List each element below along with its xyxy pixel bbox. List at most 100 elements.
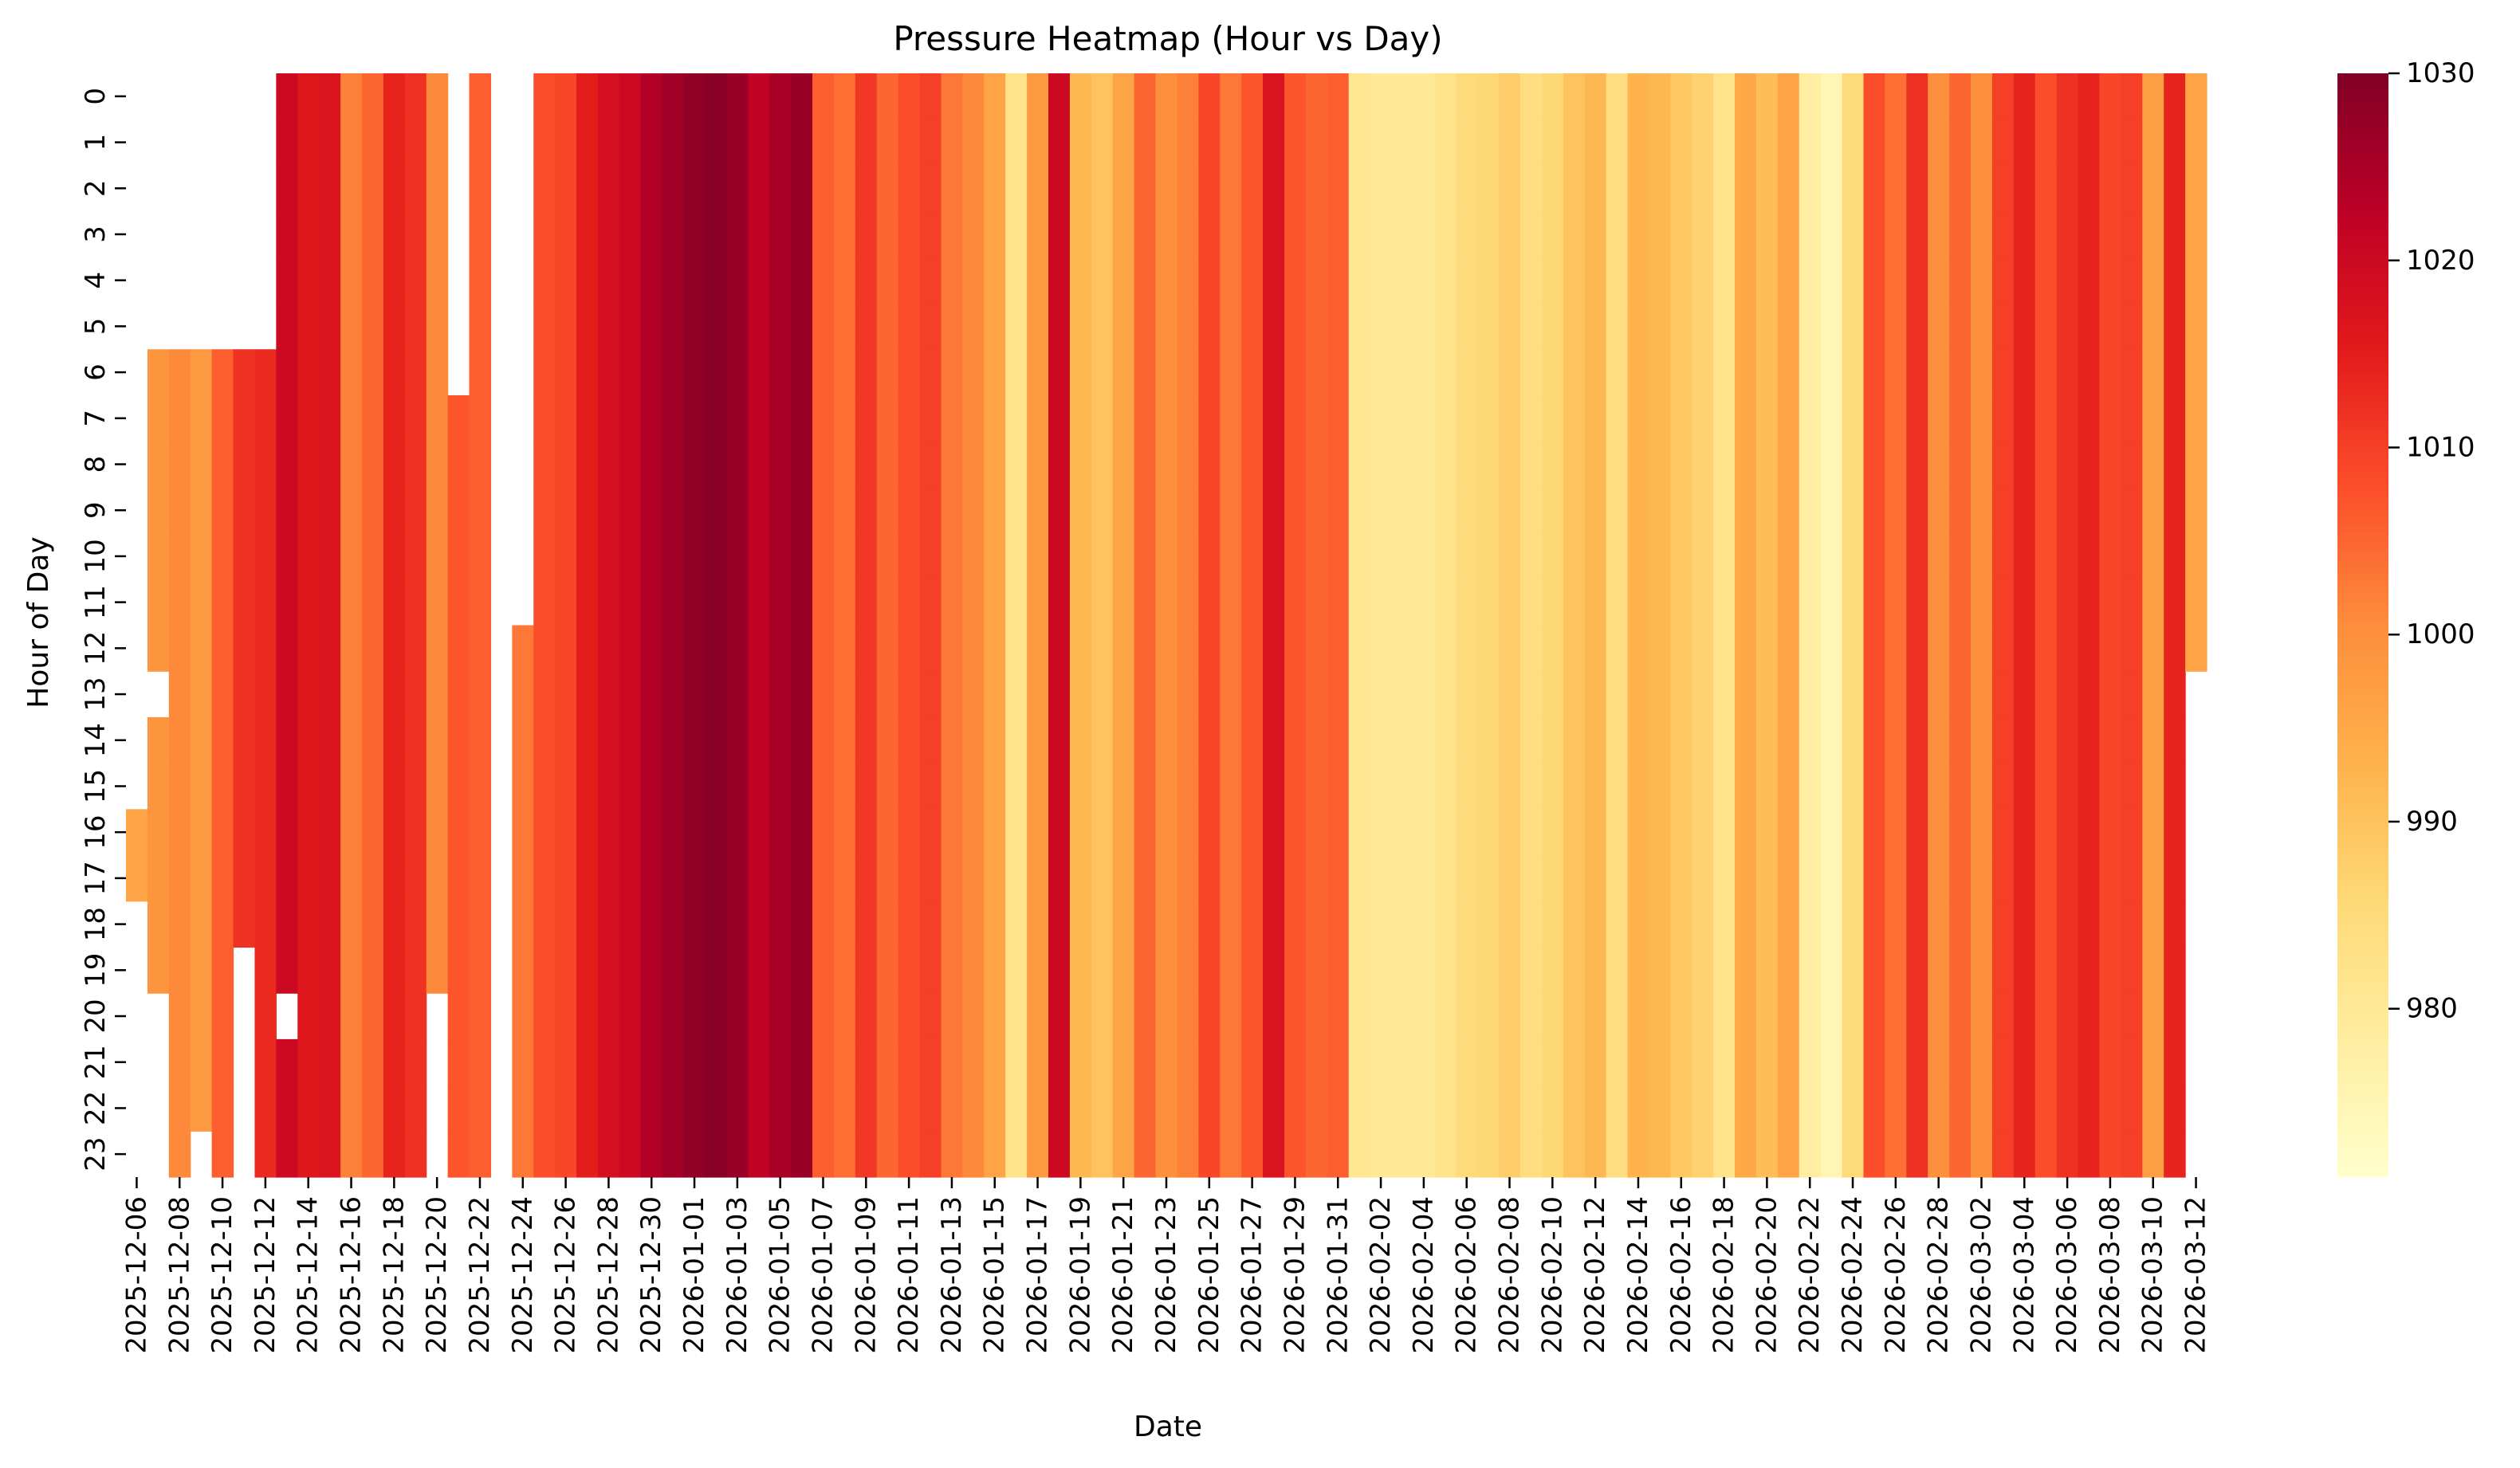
- heatmap-cell: [1649, 73, 1671, 120]
- heatmap-cell: [748, 625, 770, 672]
- heatmap-cell: [1584, 165, 1607, 212]
- heatmap-cell: [898, 671, 921, 718]
- heatmap-cell: [1885, 73, 1907, 120]
- heatmap-cell: [662, 257, 685, 304]
- heatmap-cell: [1606, 763, 1629, 810]
- heatmap-cell: [1949, 716, 1972, 764]
- heatmap-cell: [1820, 901, 1843, 948]
- heatmap-cell: [340, 73, 363, 120]
- heatmap-cell: [1519, 119, 1543, 167]
- heatmap-cell: [469, 671, 492, 718]
- heatmap-cell: [2142, 671, 2164, 718]
- heatmap-cell: [2078, 441, 2101, 488]
- heatmap-cell: [1842, 625, 1865, 672]
- heatmap-cell: [1820, 257, 1843, 304]
- heatmap-cell: [1370, 533, 1393, 580]
- heatmap-cell: [512, 809, 534, 856]
- heatmap-cell: [597, 1085, 620, 1132]
- heatmap-cell: [1991, 487, 2015, 534]
- y-tick-label: 16: [80, 815, 112, 850]
- heatmap-cell: [1541, 303, 1564, 350]
- heatmap-cell: [1949, 119, 1972, 167]
- heatmap-cell: [1456, 763, 1478, 810]
- heatmap-cell: [1413, 1085, 1435, 1132]
- heatmap-cell: [1048, 625, 1071, 672]
- heatmap-cell: [984, 1038, 1006, 1086]
- heatmap-cell: [2078, 855, 2101, 902]
- heatmap-cell: [2142, 855, 2164, 902]
- heatmap-cell: [769, 303, 792, 350]
- heatmap-cell: [1155, 763, 1178, 810]
- heatmap-cell: [791, 487, 813, 534]
- heatmap-cell: [469, 441, 492, 488]
- heatmap-cell: [233, 855, 256, 902]
- heatmap-cell: [1027, 349, 1049, 396]
- y-axis-label: Hour of Day: [22, 536, 55, 708]
- heatmap-cell: [748, 73, 770, 120]
- heatmap-cell: [1777, 716, 1800, 764]
- heatmap-cell: [855, 763, 878, 810]
- heatmap-cell: [1370, 579, 1393, 626]
- heatmap-cell: [876, 1085, 899, 1132]
- heatmap-cell: [1177, 119, 1199, 167]
- heatmap-cell: [1391, 763, 1414, 810]
- heatmap-cell: [1241, 947, 1264, 994]
- heatmap-cell: [426, 165, 449, 212]
- heatmap-cell: [1928, 394, 1950, 442]
- heatmap-cell: [1971, 73, 1993, 120]
- heatmap-cell: [1649, 809, 1671, 856]
- heatmap-cell: [1863, 625, 1885, 672]
- heatmap-cell: [1305, 73, 1328, 120]
- heatmap-cell: [533, 671, 556, 718]
- heatmap-cell: [1606, 947, 1629, 994]
- heatmap-cell: [1885, 1038, 1907, 1086]
- heatmap-cell: [211, 349, 234, 396]
- heatmap-cell: [597, 671, 620, 718]
- heatmap-cell: [1713, 119, 1736, 167]
- heatmap-cell: [705, 993, 727, 1040]
- heatmap-cell: [1971, 855, 1993, 902]
- heatmap-cell: [1584, 763, 1607, 810]
- heatmap-cell: [1198, 947, 1221, 994]
- heatmap-cell: [1391, 947, 1414, 994]
- heatmap-cell: [705, 671, 727, 718]
- heatmap-cell: [662, 625, 685, 672]
- heatmap-cell: [2164, 533, 2186, 580]
- x-tick-label: 2026-01-19: [1064, 1196, 1096, 1354]
- heatmap-cell: [1348, 855, 1371, 902]
- heatmap-cell: [211, 487, 234, 534]
- heatmap-cell: [469, 303, 492, 350]
- heatmap-cell: [1391, 1131, 1414, 1178]
- heatmap-cell: [1820, 625, 1843, 672]
- heatmap-cell: [1541, 625, 1564, 672]
- heatmap-cell: [769, 211, 792, 258]
- heatmap-cell: [1155, 257, 1178, 304]
- heatmap-cell: [1649, 993, 1671, 1040]
- heatmap-cell: [426, 901, 449, 948]
- heatmap-cell: [1005, 716, 1028, 764]
- heatmap-cell: [2013, 211, 2036, 258]
- heatmap-cell: [555, 73, 577, 120]
- heatmap-cell: [1284, 211, 1307, 258]
- heatmap-cell: [1477, 993, 1500, 1040]
- heatmap-cell: [1713, 901, 1736, 948]
- x-tick-label: 2026-02-04: [1408, 1196, 1440, 1354]
- heatmap-cell: [1563, 73, 1586, 120]
- heatmap-cell: [533, 901, 556, 948]
- heatmap-cell: [168, 1131, 191, 1178]
- heatmap-cell: [447, 441, 470, 488]
- heatmap-cell: [1413, 441, 1435, 488]
- heatmap-cell: [1091, 73, 1114, 120]
- heatmap-cell: [1991, 809, 2015, 856]
- heatmap-cell: [1906, 1038, 1928, 1086]
- heatmap-cell: [2034, 947, 2058, 994]
- heatmap-cell: [1735, 487, 1757, 534]
- heatmap-cell: [919, 579, 942, 626]
- heatmap-cell: [1820, 487, 1843, 534]
- heatmap-cell: [1885, 809, 1907, 856]
- heatmap-cell: [898, 716, 921, 764]
- heatmap-cell: [1755, 303, 1779, 350]
- heatmap-cell: [1391, 119, 1414, 167]
- heatmap-cell: [1048, 1131, 1071, 1178]
- heatmap-cell: [297, 211, 320, 258]
